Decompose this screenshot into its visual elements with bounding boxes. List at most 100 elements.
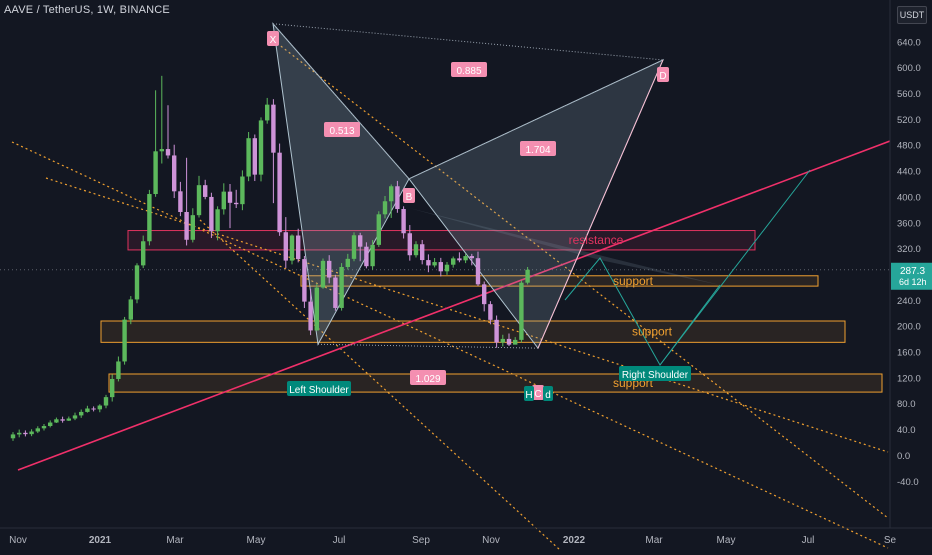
ratio-text: 1.704 xyxy=(525,145,550,156)
candle-body xyxy=(79,411,84,416)
x-tick-label: May xyxy=(247,535,266,546)
pattern-badge xyxy=(524,386,534,401)
y-tick-label: 400.0 xyxy=(897,192,921,203)
candle-body xyxy=(203,185,208,197)
ratio-text: 0.513 xyxy=(329,126,354,137)
point-label: C xyxy=(534,389,541,400)
candle xyxy=(314,283,319,331)
point-label: D xyxy=(659,71,666,82)
harmonic-xab-fill xyxy=(272,22,410,346)
candle xyxy=(172,144,177,199)
candle xyxy=(54,417,59,423)
candle xyxy=(506,333,512,346)
candle-body xyxy=(153,151,158,195)
candle-body xyxy=(60,419,65,421)
candle-body xyxy=(364,246,369,267)
ratio-text: 1.029 xyxy=(415,374,440,385)
last-price: 287.3 xyxy=(900,266,925,277)
candle xyxy=(420,239,425,265)
zone-support xyxy=(100,320,846,343)
candle xyxy=(72,412,78,421)
candle xyxy=(370,240,375,270)
pattern-text: H xyxy=(525,390,532,401)
candle-body xyxy=(116,361,121,379)
candle xyxy=(17,429,22,438)
candle-body xyxy=(407,233,412,256)
candle-body xyxy=(252,138,257,175)
zone-support xyxy=(108,373,883,393)
point-badge xyxy=(267,31,279,46)
candle-body xyxy=(147,194,152,242)
candle xyxy=(97,404,102,413)
candle-body xyxy=(258,120,264,175)
candle-body xyxy=(395,186,400,210)
candle xyxy=(190,208,195,243)
candle-body xyxy=(265,104,270,121)
candle xyxy=(153,90,158,197)
candle xyxy=(519,280,524,343)
candle-body xyxy=(426,260,431,266)
candle-body xyxy=(97,405,102,410)
candle xyxy=(258,117,264,182)
candle-body xyxy=(103,397,109,406)
candle-body xyxy=(506,338,512,345)
candle-body xyxy=(190,215,195,240)
candle xyxy=(457,252,462,263)
candle xyxy=(308,289,313,336)
point-label: X xyxy=(270,35,277,46)
candle xyxy=(35,426,40,434)
candle-body xyxy=(122,319,127,362)
candle xyxy=(351,232,357,262)
candle-body xyxy=(451,258,456,265)
candle xyxy=(128,296,133,325)
x-tick-label: Nov xyxy=(482,535,500,546)
candle xyxy=(376,211,381,247)
pattern-badge xyxy=(619,366,691,381)
currency-selector[interactable]: USDT xyxy=(897,6,927,24)
y-tick-label: 40.0 xyxy=(897,425,916,436)
x-tick-label: 2021 xyxy=(89,535,112,546)
ratio-badge xyxy=(520,141,556,156)
candle-body xyxy=(128,299,133,320)
candle xyxy=(364,242,369,269)
candle xyxy=(438,257,443,277)
right-shoulder-path xyxy=(564,257,721,366)
candle-body xyxy=(339,266,344,308)
candle xyxy=(221,183,226,215)
candle xyxy=(41,424,47,431)
candle xyxy=(469,253,474,266)
y-tick-label: 440.0 xyxy=(897,167,921,178)
xb-ratio-line xyxy=(272,23,410,180)
zone-label-resistance: resistance xyxy=(569,233,624,247)
channel-line-3 xyxy=(199,219,561,551)
pattern-text: Left Shoulder xyxy=(289,385,349,396)
candle-body xyxy=(463,256,468,261)
harmonic-bcd-fill xyxy=(408,58,664,350)
ratio-label: 1.704 xyxy=(520,141,556,156)
candle-body xyxy=(525,269,530,283)
projection-fill xyxy=(409,208,720,285)
candle-body xyxy=(35,428,40,432)
candle-body xyxy=(308,301,313,331)
candle-body xyxy=(227,191,233,203)
y-tick-label: -40.0 xyxy=(897,477,919,488)
pattern-text: d xyxy=(545,390,551,401)
candle-body xyxy=(469,256,474,259)
y-tick-label: 0.0 xyxy=(897,451,910,462)
x-tick-label: Sep xyxy=(412,535,430,546)
candle-body xyxy=(289,235,295,261)
candle xyxy=(215,206,220,241)
ratio-badge xyxy=(410,370,446,385)
candle xyxy=(451,256,456,268)
candle-body xyxy=(500,338,505,343)
pattern-label: Right Shoulder xyxy=(619,366,691,381)
ratio-badge xyxy=(324,122,360,137)
xd-ratio-line xyxy=(272,23,664,61)
harmonic-point-x: X xyxy=(267,31,279,46)
candle-body xyxy=(209,196,214,232)
candle xyxy=(475,251,481,286)
candle xyxy=(141,235,146,269)
candle-body xyxy=(513,339,518,345)
x-tick-label: 2022 xyxy=(563,535,586,546)
